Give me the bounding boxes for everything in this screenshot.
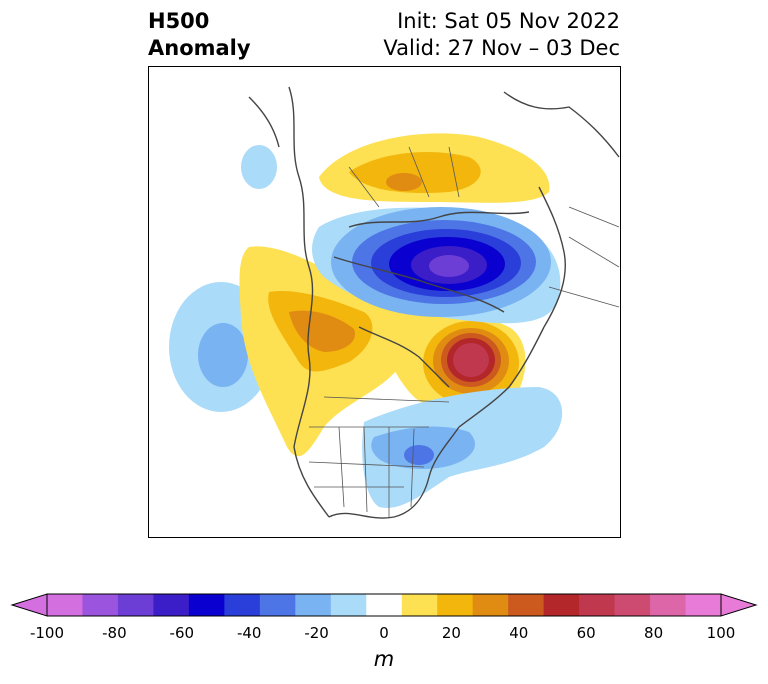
colorbar-tick-label: 80 (644, 624, 664, 642)
title-anomaly: Anomaly (148, 36, 251, 60)
map-svg (169, 86, 620, 519)
colorbar-segment (685, 594, 722, 616)
colorbar-segment (508, 594, 545, 616)
colorbar-segment (295, 594, 332, 616)
colorbar-tick-label: 100 (706, 624, 736, 642)
valid-range: Valid: 27 Nov – 03 Dec (383, 36, 620, 60)
colorbar-extend-max (720, 593, 758, 617)
small-negative-anomaly (241, 145, 277, 189)
colorbar-segment (47, 594, 83, 616)
borders (308, 146, 620, 517)
colorbar-tick-label: -40 (236, 624, 262, 642)
colorbar-border (46, 593, 722, 617)
anomaly-map (148, 66, 621, 538)
title-variable: H500 (148, 9, 210, 33)
colorbar-tick-label: 60 (576, 624, 596, 642)
hudson-bay-negative-anomaly (312, 207, 561, 324)
colorbar-segment (401, 594, 438, 616)
colorbar-tick-label: 40 (509, 624, 529, 642)
colorbar-segment (366, 594, 403, 616)
colorbar-segment (259, 594, 296, 616)
map-dates: Init: Sat 05 Nov 2022 Valid: 27 Nov – 03… (383, 8, 620, 62)
eastern-us-negative-anomaly (362, 387, 563, 508)
colorbar-tick-label: -60 (169, 624, 195, 642)
colorbar-segment (330, 594, 367, 616)
colorbar-segment (650, 594, 687, 616)
map-title: H500 Anomaly (148, 8, 251, 62)
colorbar-segment (188, 594, 225, 616)
labrador-positive-anomaly (383, 310, 526, 420)
arctic-positive-anomaly (319, 133, 550, 203)
colorbar-segment (224, 594, 261, 616)
colorbar-tick-label: -20 (304, 624, 329, 642)
colorbar-segment (117, 594, 154, 616)
init-date: Init: Sat 05 Nov 2022 (397, 9, 620, 33)
colorbar-tick-label: 20 (441, 624, 461, 642)
colorbar-segment (579, 594, 616, 616)
colorbar-segment (543, 594, 580, 616)
coastlines (248, 86, 620, 519)
colorbar-tick-label: -80 (102, 624, 127, 642)
colorbar-segment (614, 594, 651, 616)
colorbar-tick-label: 0 (379, 624, 389, 642)
colorbar-segment (472, 594, 509, 616)
colorbar-segment (153, 594, 190, 616)
colorbar-unit: m (373, 647, 395, 671)
colorbar-svg (10, 593, 758, 617)
colorbar-extend-min (10, 593, 48, 617)
colorbar (10, 590, 758, 620)
colorbar-segment (82, 594, 119, 616)
colorbar-tick-label: -100 (29, 624, 65, 642)
colorbar-segment (437, 594, 474, 616)
